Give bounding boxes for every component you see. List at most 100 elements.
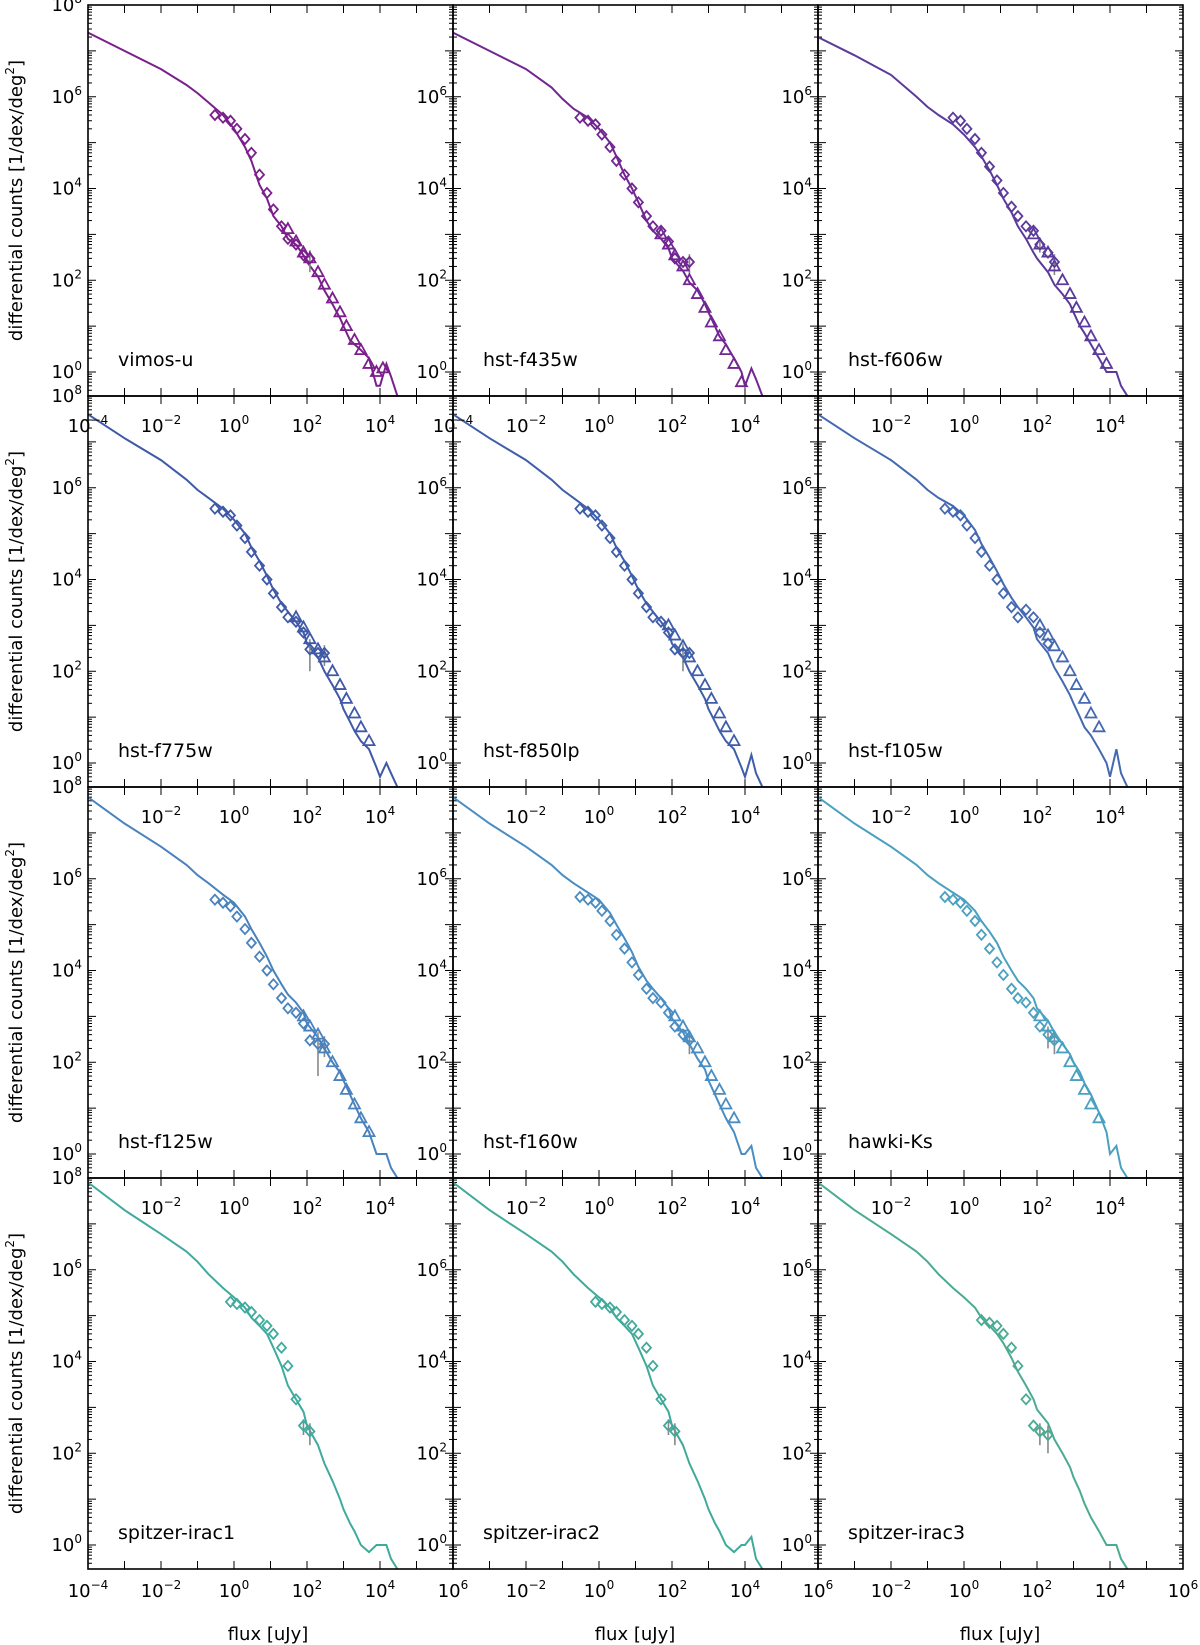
y-tick-labels: 100 102 104 106 108 xyxy=(51,774,82,1165)
data-point-triangle xyxy=(1047,638,1062,652)
data-point-diamond xyxy=(231,910,243,923)
data-point-triangle xyxy=(325,290,340,304)
data-point-triangle xyxy=(332,304,347,318)
y-tick-label: 106 xyxy=(416,1257,447,1281)
data-point-diamond xyxy=(961,904,973,918)
data-point-triangle xyxy=(667,627,682,641)
y-tick-labels: 100 102 104 106 108 xyxy=(51,383,82,774)
data-point-diamond xyxy=(1027,610,1040,624)
y-tick-label: 104 xyxy=(781,958,812,982)
panel-title: hst-f775w xyxy=(118,740,213,762)
panel-ticks xyxy=(452,4,819,397)
data-point-diamond xyxy=(589,896,602,910)
x-tick-label: 104 xyxy=(365,1195,396,1219)
x-axis-label: flux [uJy] xyxy=(960,1624,1041,1645)
data-point-diamond xyxy=(1027,224,1040,238)
x-tick-label: 10−2 xyxy=(871,804,912,828)
data-point-triangle xyxy=(296,244,311,258)
data-point-diamond xyxy=(669,252,681,265)
data-point-diamond xyxy=(297,1017,310,1030)
y-tick-label: 104 xyxy=(51,958,82,982)
x-tick-label: 104 xyxy=(365,804,396,828)
x-tick-label: 100 xyxy=(584,1195,615,1219)
y-tick-label: 106 xyxy=(51,866,82,890)
data-point-diamond xyxy=(224,114,237,128)
panel-title: vimos-u xyxy=(118,349,193,371)
data-point-diamond xyxy=(209,502,221,516)
data-point-diamond xyxy=(290,615,302,629)
data-point-diamond xyxy=(618,942,631,955)
data-point-triangle xyxy=(653,226,669,240)
data-point-diamond xyxy=(954,896,967,910)
model-line xyxy=(88,1181,399,1569)
panel-title: hst-f125w xyxy=(118,1131,213,1153)
panel-title: spitzer-irac3 xyxy=(848,1522,965,1544)
model-line xyxy=(88,31,399,396)
data-point-triangle xyxy=(697,300,712,313)
data-point-triangle xyxy=(353,342,368,356)
panel-title: hst-f105w xyxy=(848,740,943,762)
x-tick-label: 100 xyxy=(949,413,980,437)
data-point-triangle xyxy=(661,236,676,250)
x-tick-label: 104 xyxy=(1095,804,1126,828)
data-point-diamond xyxy=(282,1001,294,1015)
x-tick-label: 10−2 xyxy=(141,804,182,828)
chart-panel: hst-f606w 100 102 104 106 xyxy=(781,4,1184,397)
data-point-diamond xyxy=(596,904,608,918)
data-point-diamond xyxy=(275,991,288,1005)
data-point-diamond xyxy=(231,519,243,532)
data-point-diamond xyxy=(961,519,973,532)
x-tick-label: 102 xyxy=(1022,804,1053,828)
data-point-diamond xyxy=(604,140,616,154)
data-point-diamond xyxy=(626,1319,638,1333)
y-axis-labels: differential counts [1/dex/deg2] differen… xyxy=(3,60,27,1514)
y-tick-label: 100 xyxy=(781,750,812,774)
data-point-triangle xyxy=(697,1054,712,1068)
data-point-diamond xyxy=(582,893,594,907)
data-point-diamond xyxy=(610,1305,623,1319)
y-tick-label: 102 xyxy=(51,1440,82,1464)
data-point-diamond xyxy=(239,132,251,146)
x-tick-labels: 10−4 10−2 100 102 104 xyxy=(68,413,396,437)
x-tick-label: 102 xyxy=(292,1578,323,1602)
y-tick-label: 104 xyxy=(416,1349,447,1373)
panel-title: hst-f160w xyxy=(483,1131,578,1153)
data-point-triangle xyxy=(704,1068,719,1081)
data-point-triangle xyxy=(1083,705,1098,719)
y-tick-label: 108 xyxy=(51,1165,82,1189)
data-point-diamond xyxy=(304,1425,316,1438)
y-tick-label: 104 xyxy=(51,567,82,591)
x-tick-label: 104 xyxy=(730,1195,761,1219)
data-point-diamond xyxy=(275,219,288,233)
x-tick-label: 10−4 xyxy=(68,413,109,437)
plot-area xyxy=(453,796,764,1178)
data-point-diamond xyxy=(669,1425,681,1438)
data-point-diamond xyxy=(997,586,1010,600)
chart-panel: hawki-Ks 100 102 104 106 10−2 100 102 104 xyxy=(781,786,1184,1179)
data-point-diamond xyxy=(618,168,631,182)
model-line xyxy=(818,1181,1129,1569)
data-point-diamond xyxy=(983,160,996,173)
data-point-diamond xyxy=(604,1301,616,1314)
y-tick-label: 100 xyxy=(51,750,82,774)
y-tick-label: 100 xyxy=(781,1141,812,1165)
y-tick-label: 104 xyxy=(51,1349,82,1373)
data-point-diamond xyxy=(683,646,696,660)
data-point-diamond xyxy=(267,203,280,216)
data-point-diamond xyxy=(224,1295,237,1309)
data-point-diamond xyxy=(231,122,243,136)
data-point-triangle xyxy=(347,1096,362,1110)
x-tick-labels: 10−2 100 102 104 10−2 100 102 104 106 xyxy=(506,1195,834,1602)
data-point-diamond xyxy=(655,615,667,629)
x-tick-labels: 10−4 10−2 100 102 104 xyxy=(433,413,761,437)
data-point-diamond xyxy=(975,928,988,942)
x-tick-label: 100 xyxy=(219,804,250,828)
data-point-triangle xyxy=(726,733,742,747)
data-point-diamond xyxy=(975,1313,988,1327)
x-tick-label: 100 xyxy=(584,413,615,437)
data-point-diamond xyxy=(662,235,675,248)
data-point-diamond xyxy=(655,996,667,1009)
y-tick-label: 104 xyxy=(781,567,812,591)
data-point-diamond xyxy=(1005,1341,1018,1355)
